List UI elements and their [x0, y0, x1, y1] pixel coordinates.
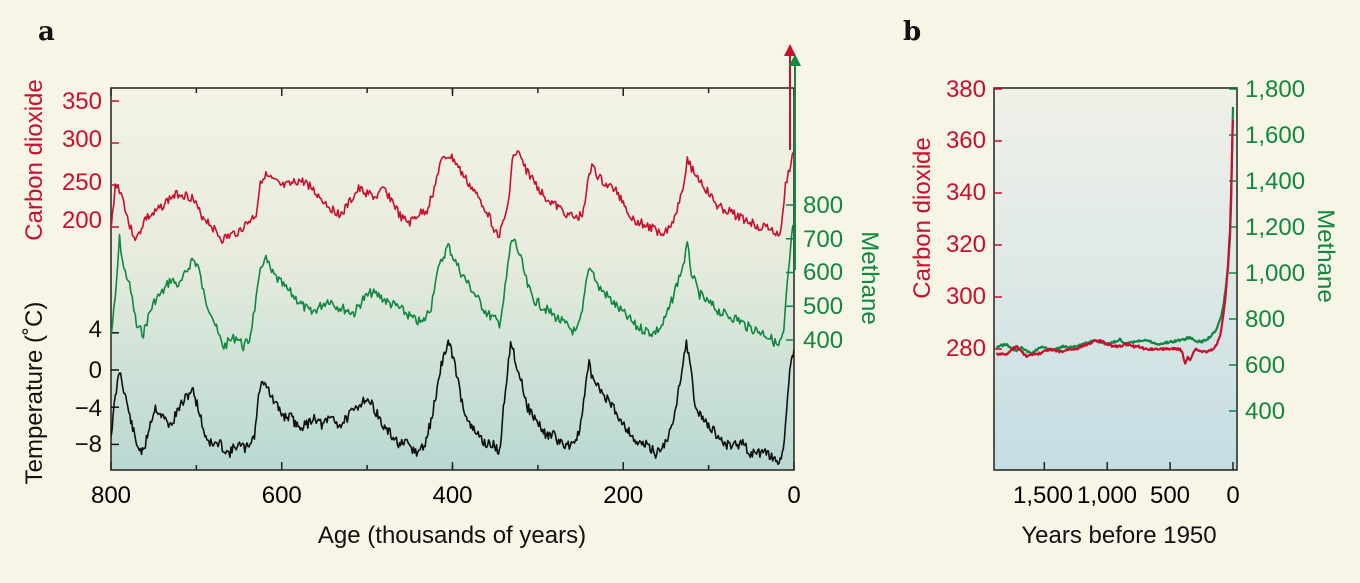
- x-tick-label: 1,000: [1077, 482, 1137, 509]
- methane-tick-labels: 800 700 600 500 400: [803, 192, 843, 354]
- x-tick-label: 400: [432, 482, 472, 509]
- methane-axis-title: Methane: [856, 231, 883, 324]
- methane-tick-label: 400: [1245, 398, 1285, 425]
- x-tick-label: 0: [1226, 482, 1239, 509]
- x-tick-label: 0: [787, 482, 800, 509]
- temperature-tick-label: −4: [75, 395, 102, 422]
- co2-arrow-head: [784, 44, 796, 56]
- co2-tick-labels-b: 380 360 340 320 300 280: [946, 76, 986, 362]
- x-tick-label: 600: [262, 482, 302, 509]
- co2-tick-label: 200: [62, 207, 102, 234]
- x-tick-label: 500: [1150, 482, 1190, 509]
- co2-tick-label: 350: [62, 88, 102, 115]
- methane-tick-label: 800: [1245, 306, 1285, 333]
- methane-tick-label: 1,000: [1245, 260, 1305, 287]
- methane-tick-label: 400: [803, 327, 843, 354]
- methane-tick-label: 1,200: [1245, 214, 1305, 241]
- panel-b-x-axis-title: Years before 1950: [1021, 522, 1216, 549]
- temperature-axis-title: Temperature (˚C): [21, 302, 48, 485]
- methane-axis-title-b: Methane: [1312, 209, 1339, 302]
- co2-tick-label: 280: [946, 335, 986, 362]
- methane-tick-label: 700: [803, 226, 843, 253]
- panel-b-ticks: [994, 88, 1237, 470]
- methane-tick-label: 1,400: [1245, 168, 1305, 195]
- methane-series-line: [111, 223, 794, 352]
- panel-a: a 800 600 400 200 0 Age (thousands of ye…: [21, 17, 883, 549]
- co2-axis-title: Carbon dioxide: [21, 79, 48, 240]
- co2-tick-label: 360: [946, 127, 986, 154]
- methane-tick-labels-b: 1,800 1,600 1,400 1,200 1,000 800 600 40…: [1245, 76, 1305, 425]
- methane-tick-label: 600: [1245, 352, 1285, 379]
- co2-tick-label: 250: [62, 169, 102, 196]
- co2-tick-label: 300: [62, 126, 102, 153]
- x-tick-label: 800: [91, 482, 131, 509]
- co2-tick-label: 300: [946, 283, 986, 310]
- panel-b-label: b: [903, 17, 921, 47]
- co2-tick-labels: 350 300 250 200: [62, 88, 102, 234]
- panel-a-plot-area: [110, 87, 795, 471]
- methane-tick-label: 500: [803, 293, 843, 320]
- temperature-series-line: [111, 339, 794, 466]
- temperature-tick-label: 4: [89, 316, 102, 343]
- methane-series-line-b: [995, 106, 1235, 355]
- temperature-tick-label: −8: [75, 431, 102, 458]
- panel-b-plot-area: [993, 87, 1238, 471]
- methane-tick-label: 1,800: [1245, 76, 1305, 103]
- panel-a-label: a: [38, 17, 55, 47]
- methane-arrow-head: [789, 54, 801, 66]
- methane-tick-label: 600: [803, 259, 843, 286]
- panel-a-x-tick-labels: 800 600 400 200 0: [91, 482, 801, 509]
- co2-series-line: [111, 150, 794, 244]
- co2-tick-label: 320: [946, 231, 986, 258]
- co2-axis-title-b: Carbon dioxide: [909, 137, 936, 298]
- panel-b: b 1,500 1,000 500 0 Years before 1950 38…: [903, 17, 1339, 549]
- x-tick-label: 1,500: [1013, 482, 1073, 509]
- panel-a-ticks: [110, 88, 795, 470]
- temperature-tick-labels: 4 0 −4 −8: [75, 316, 102, 458]
- co2-series-line-b: [995, 120, 1235, 365]
- co2-tick-label: 380: [946, 76, 986, 103]
- methane-tick-label: 1,600: [1245, 122, 1305, 149]
- temperature-tick-label: 0: [89, 357, 102, 384]
- co2-tick-label: 340: [946, 179, 986, 206]
- panel-a-x-axis-title: Age (thousands of years): [318, 522, 586, 549]
- x-tick-label: 200: [603, 482, 643, 509]
- methane-tick-label: 800: [803, 192, 843, 219]
- panel-b-x-tick-labels: 1,500 1,000 500 0: [1013, 482, 1240, 509]
